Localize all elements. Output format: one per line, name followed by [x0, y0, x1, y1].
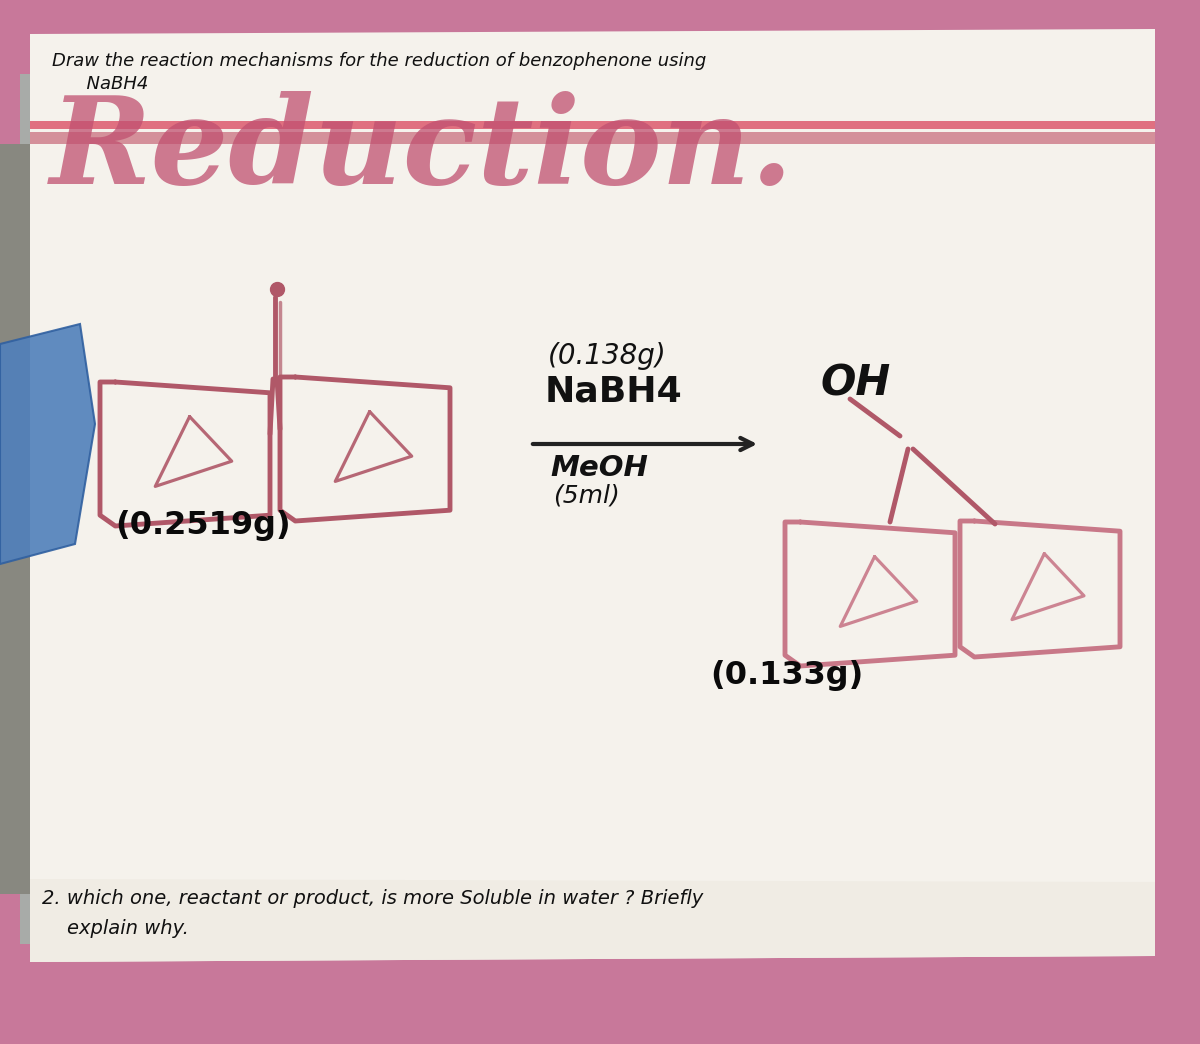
Text: (0.133g): (0.133g): [710, 660, 863, 691]
Text: OH: OH: [820, 363, 890, 405]
Text: 2. which one, reactant or product, is more Soluble in water ? Briefly: 2. which one, reactant or product, is mo…: [42, 889, 703, 908]
Polygon shape: [30, 29, 1154, 962]
Text: (0.2519g): (0.2519g): [115, 511, 290, 541]
Text: Reduction.: Reduction.: [50, 91, 794, 210]
Text: Draw the reaction mechanisms for the reduction of benzophenone using: Draw the reaction mechanisms for the red…: [52, 52, 707, 70]
Polygon shape: [0, 324, 95, 564]
Text: (5ml): (5ml): [553, 483, 619, 507]
Bar: [30, 132, 1154, 144]
Text: explain why.: explain why.: [42, 919, 188, 938]
Polygon shape: [0, 144, 60, 894]
Text: MeOH: MeOH: [550, 454, 648, 482]
Text: NaBH4: NaBH4: [52, 75, 149, 93]
Polygon shape: [30, 879, 1154, 962]
Text: (0.138g): (0.138g): [548, 342, 667, 370]
Bar: [30, 121, 1154, 129]
Polygon shape: [1030, 0, 1200, 194]
Text: NaBH4: NaBH4: [545, 374, 683, 408]
Bar: [20, 74, 1120, 944]
